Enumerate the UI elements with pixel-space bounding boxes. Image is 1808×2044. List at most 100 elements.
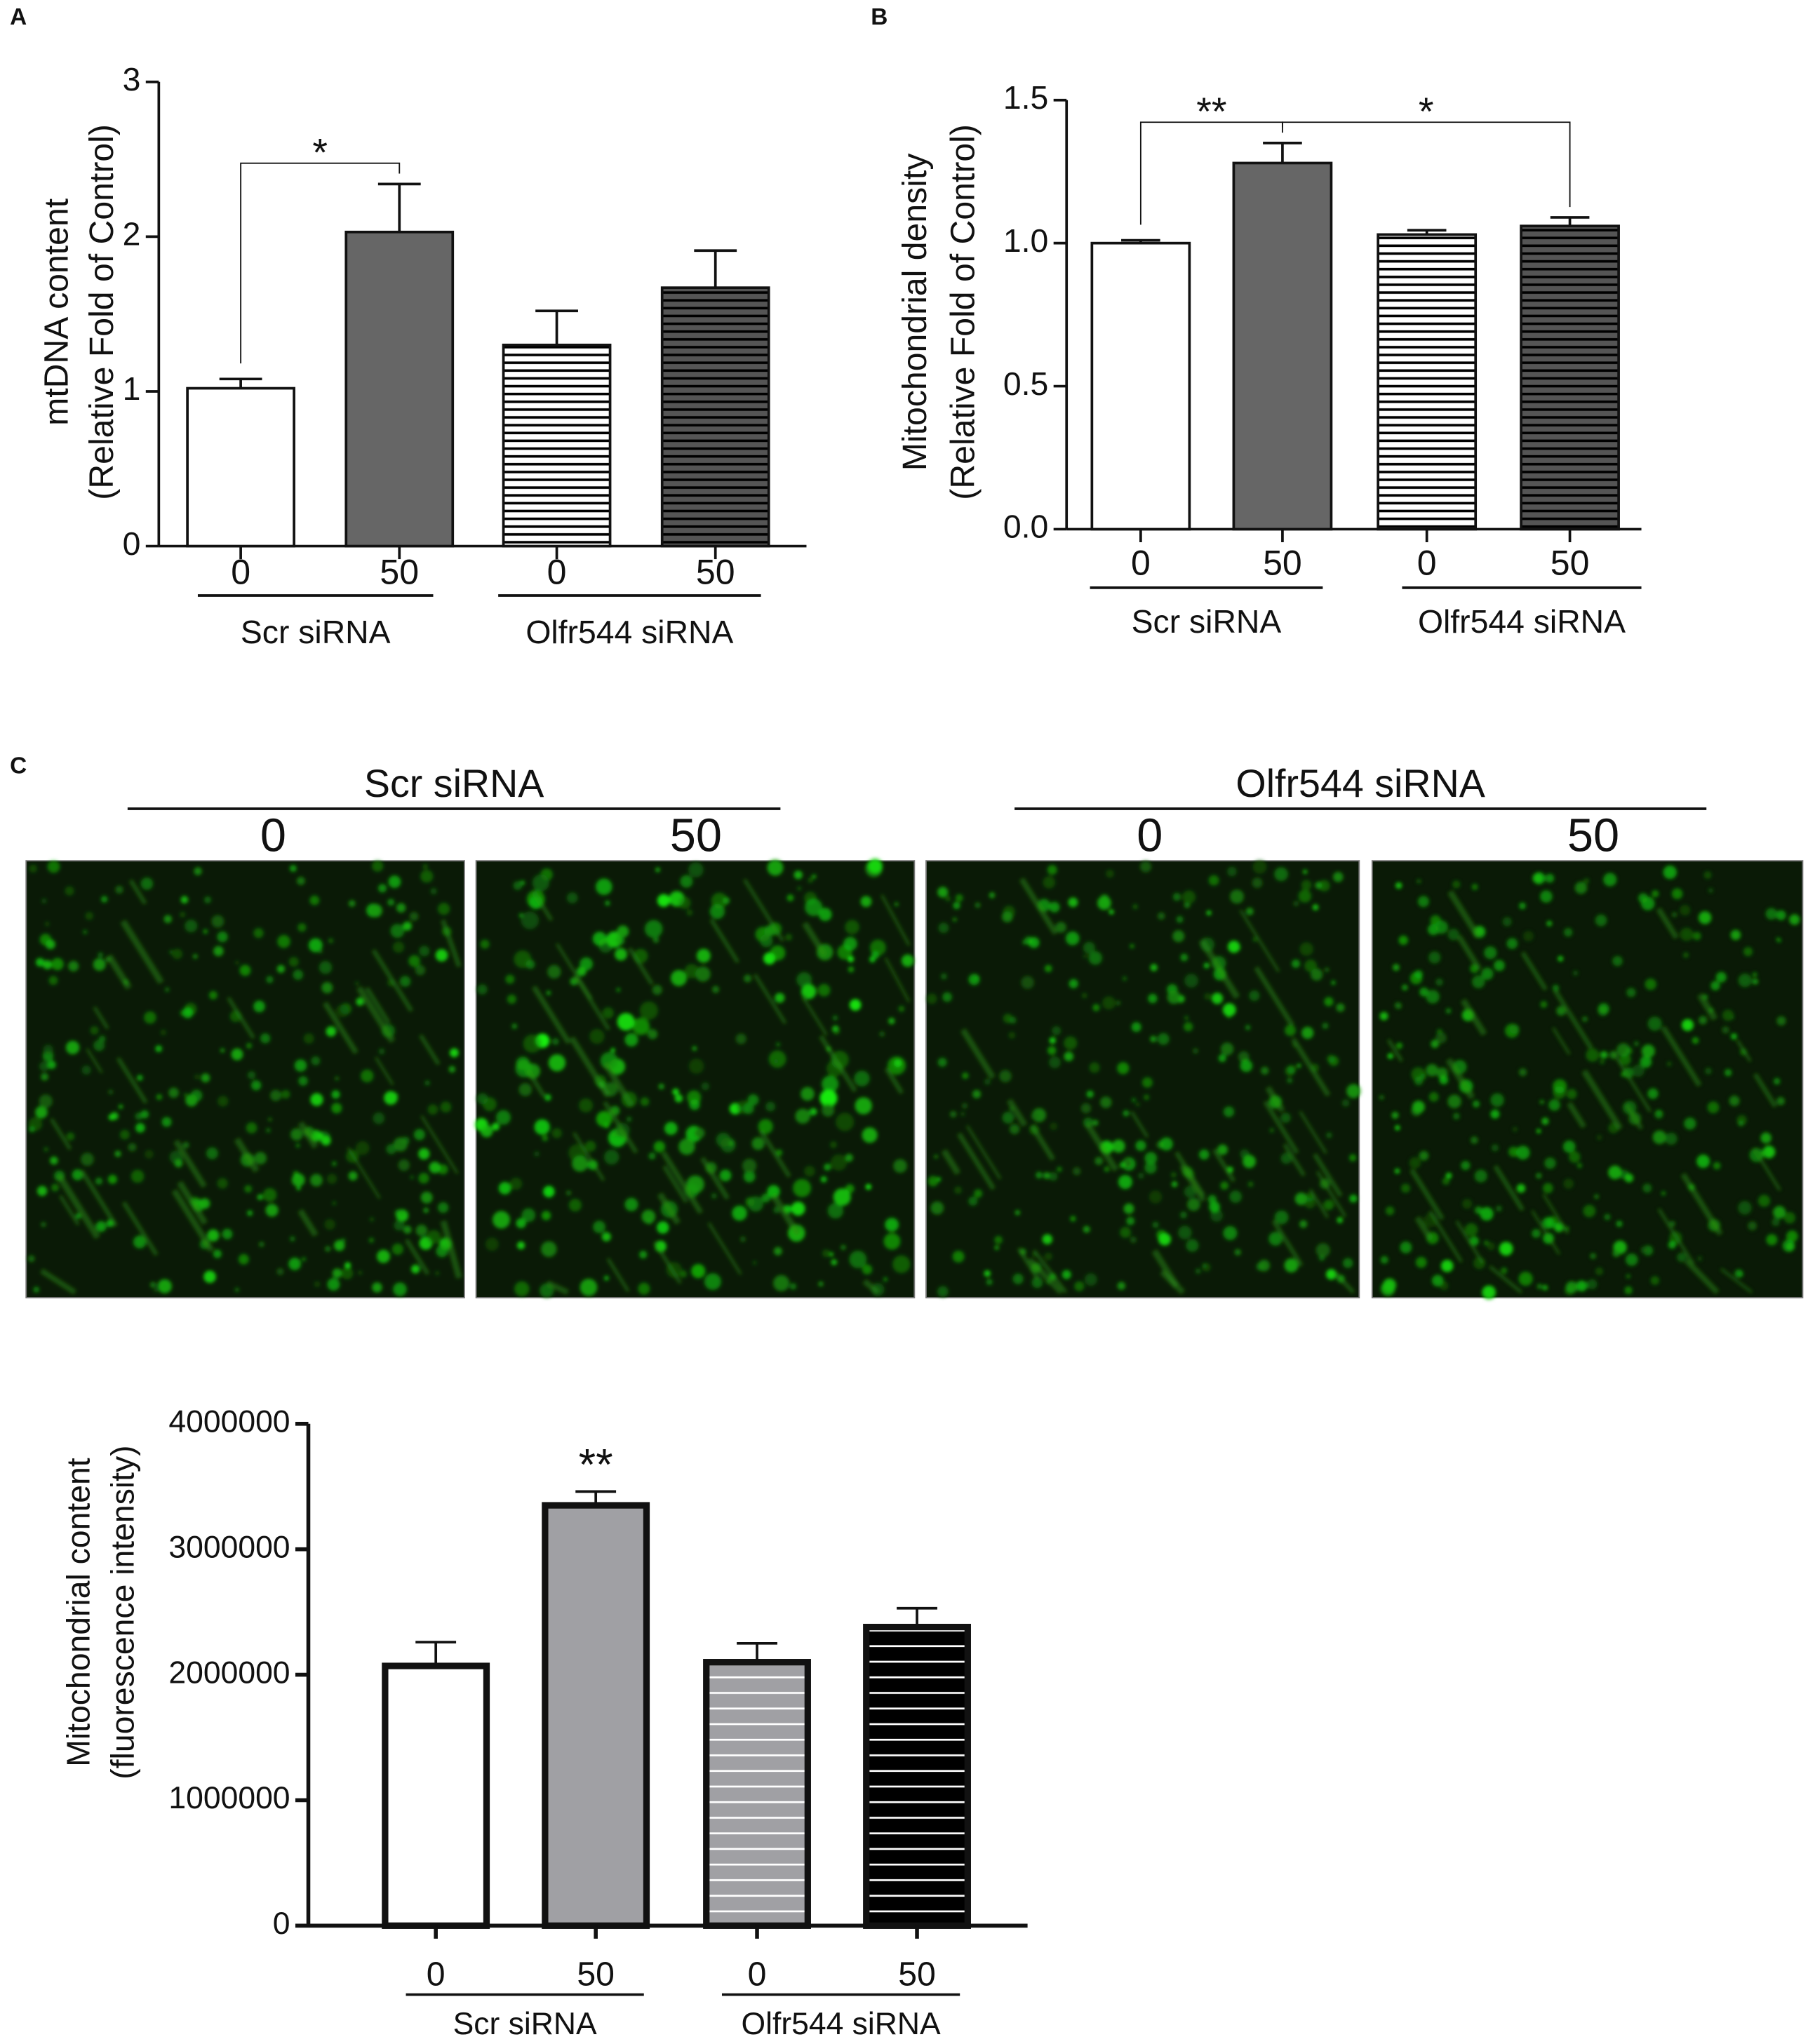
fluorescence-spot (1167, 990, 1181, 1004)
fluorescence-spot (795, 1108, 810, 1124)
fluorescence-spot (603, 1275, 610, 1281)
fluorescence-spot (822, 1103, 835, 1117)
fluorescence-fiber (1299, 1110, 1328, 1155)
fluorescence-spot (1532, 1229, 1541, 1238)
fluorescence-spot (1713, 1162, 1721, 1170)
fluorescence-spot (321, 1135, 331, 1146)
fluorescence-spot (671, 969, 688, 986)
fluorescence-spot (1515, 1145, 1530, 1160)
fluorescence-fiber (106, 954, 132, 990)
fluorescence-spot (955, 894, 963, 902)
fluorescence-spot (1395, 882, 1402, 889)
fluorescence-spot (584, 1141, 596, 1152)
fluorescence-spot (1109, 909, 1114, 915)
fluorescence-spot (514, 1281, 530, 1297)
fluorescence-spot (796, 971, 812, 988)
fluorescence-spot (566, 892, 578, 903)
fluorescence-fiber (1239, 909, 1280, 973)
fluorescence-spot (686, 909, 693, 916)
fluorescence-spot (1180, 953, 1188, 962)
fluorescence-spot (830, 1154, 848, 1171)
fluorescence-spot (952, 1250, 965, 1263)
fluorescence-spot (1178, 1225, 1192, 1240)
bar (1232, 161, 1333, 531)
fluorescence-fiber (531, 985, 571, 1044)
fluorescence-spot (335, 1076, 340, 1081)
fluorescence-spot (388, 875, 401, 889)
fluorescence-spot (1064, 1051, 1074, 1061)
fluorescence-spot (250, 1080, 262, 1091)
fluorescence-spot (180, 896, 189, 904)
fluorescence-fiber (1531, 1209, 1561, 1256)
fluorescence-spot (942, 992, 952, 1002)
fluorescence-spot (1582, 1016, 1588, 1022)
fluorescence-spot (797, 886, 802, 891)
fluorescence-spot (820, 1176, 827, 1183)
fluorescence-fiber (86, 1048, 103, 1074)
fluorescence-fiber (1753, 1148, 1781, 1192)
micrograph-bg (475, 860, 916, 1298)
fluorescence-spot (27, 1255, 35, 1263)
fluorescence-spot (938, 922, 949, 934)
fluorescence-spot (247, 1210, 253, 1216)
fluorescence-spot (1789, 914, 1800, 925)
fluorescence-spot (206, 1147, 218, 1159)
fluorescence-fiber (1656, 907, 1679, 940)
fluorescence-fiber (374, 1056, 394, 1086)
fluorescence-spot (1490, 1109, 1500, 1119)
fluorescence-spot (854, 1070, 870, 1087)
fluorescence-spot (1705, 1068, 1712, 1075)
fluorescence-spot (937, 1177, 942, 1182)
fluorescence-spot (534, 1151, 540, 1157)
fluorescence-fiber (420, 1115, 459, 1174)
fluorescence-spot (1546, 920, 1553, 927)
fluorescence-spot (1148, 993, 1158, 1004)
fluorescence-spot (1501, 1267, 1508, 1274)
fluorescence-fiber (657, 1192, 681, 1225)
fluorescence-spot (420, 1191, 433, 1204)
fluorescence-spot (747, 1094, 759, 1106)
y-tick-label: 1.5 (1003, 79, 1048, 116)
fluorescence-spot (1117, 1282, 1126, 1290)
fluorescence-spot (296, 876, 305, 885)
significance-label: ** (1196, 90, 1226, 133)
y-tick-label: 0 (273, 1907, 290, 1941)
fluorescence-spot (740, 1236, 746, 1242)
fluorescence-spot (1487, 1242, 1495, 1251)
x-tick-label: 0 (231, 553, 250, 592)
x-tick-label: 0 (1417, 544, 1437, 583)
fluorescence-fiber (128, 879, 147, 905)
fluorescence-spot (326, 1174, 337, 1184)
fluorescence-spot (1186, 1239, 1199, 1252)
fluorescence-spot (865, 1183, 872, 1190)
fluorescence-spot (1120, 1227, 1131, 1238)
fluorescence-spot (291, 1173, 305, 1187)
fluorescence-spot (265, 1204, 279, 1217)
fluorescence-spot (516, 1218, 526, 1229)
fluorescence-spot (1324, 997, 1334, 1007)
fluorescence-spot (326, 1026, 337, 1037)
fluorescence-spot (262, 1188, 277, 1202)
fluorescence-fiber (525, 1069, 546, 1098)
fluorescence-spot (751, 1137, 765, 1150)
fluorescence-spot (164, 987, 170, 993)
fluorescence-spot (1752, 978, 1759, 985)
fluorescence-spot (66, 1132, 75, 1141)
fluorescence-spot (1556, 1006, 1566, 1016)
fluorescence-spot (817, 983, 831, 997)
fluorescence-spot (1202, 1263, 1207, 1269)
fluorescence-spot (398, 1159, 410, 1171)
fluorescence-spot (234, 960, 240, 965)
fluorescence-spot (1707, 1101, 1720, 1114)
fluorescence-fiber (1027, 1257, 1064, 1295)
fluorescence-spot (180, 1009, 186, 1016)
fluorescence-spot (1542, 1183, 1553, 1194)
fluorescence-fiber (1736, 1040, 1752, 1063)
fluorescence-spot (1464, 1223, 1478, 1237)
fluorescence-spot (845, 920, 859, 935)
fluorescence-spot (1218, 1054, 1226, 1063)
fluorescence-spot (541, 1211, 551, 1221)
fluorescence-spot (701, 1082, 710, 1091)
fluorescence-spot (1048, 1171, 1058, 1181)
fluorescence-spot (1285, 1025, 1297, 1036)
